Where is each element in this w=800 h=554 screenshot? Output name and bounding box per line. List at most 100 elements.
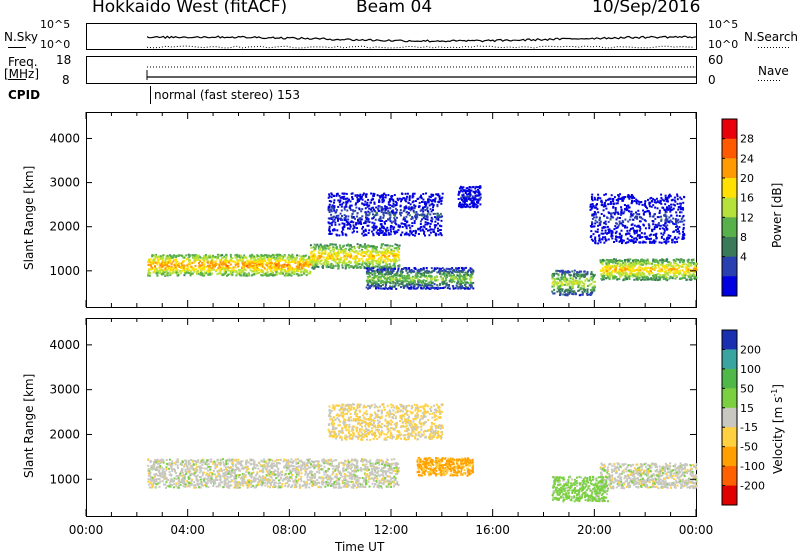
echo-cell [422,207,424,209]
echo-cell [302,256,305,259]
echo-cell [391,205,394,208]
echo-cell [638,220,641,223]
echo-cell [622,270,625,273]
echo-cell [572,290,575,293]
echo-cell [613,196,616,199]
echo-cell [214,265,216,268]
echo-cell [636,213,639,216]
echo-cell [364,228,367,231]
echo-cell [624,266,627,269]
echo-cell [395,223,398,226]
echo-cell [462,276,465,279]
echo-cell [177,264,180,267]
echo-cell [661,262,664,265]
echo-cell [566,282,569,285]
echo-cell [373,201,376,204]
echo-cell [403,233,406,236]
echo-cell [395,276,398,279]
echo-cell [634,240,637,243]
echo-cell [209,254,211,257]
echo-cell [654,265,657,268]
echo-cell [314,263,317,266]
echo-cell [154,265,156,268]
echo-cell [677,206,680,209]
echo-cell [403,286,406,289]
echo-cell [334,223,337,226]
echo-cell [569,289,571,292]
echo-cell [156,263,159,266]
echo-cell [327,258,330,260]
echo-cell [389,233,392,236]
echo-cell [466,287,469,290]
echo-cell [356,261,359,264]
echo-cell [417,233,420,235]
echo-cell [169,260,172,263]
echo-cell [625,206,628,209]
echo-cell [371,245,374,248]
echo-cell [602,232,605,235]
echo-cell [579,288,582,291]
echo-cell [605,223,608,226]
echo-cell [604,237,607,240]
echo-cell [221,268,223,271]
echo-cell [322,248,325,251]
echo-cell [278,272,281,275]
echo-cell [161,268,164,271]
echo-cell [279,258,282,261]
echo-cell [223,255,226,258]
echo-cell [328,222,331,225]
echo-cell [348,206,351,209]
echo-cell [365,259,368,262]
echo-cell [312,267,315,270]
echo-cell [242,271,245,274]
echo-cell [394,207,397,210]
echo-cell [601,262,604,265]
echo-cell [636,274,639,277]
echo-cell [465,273,468,276]
echo-cell [655,201,658,204]
echo-cell [635,216,638,219]
echo-cell [648,238,651,240]
echo-cell [279,272,282,275]
echo-cell [687,260,689,263]
echo-cell [347,199,350,202]
echo-cell [637,224,640,227]
echo-cell [660,260,663,263]
echo-cell [615,240,618,242]
echo-cell [645,262,648,265]
echo-cell [149,264,152,267]
echo-cell [413,222,416,225]
echo-cell [422,210,425,213]
echo-cell [654,226,657,229]
echo-cell [592,277,595,280]
echo-cell [654,278,657,281]
echo-cell [269,268,272,270]
echo-cell [162,262,165,265]
echo-cell [330,232,333,235]
echo-cell [392,280,395,283]
echo-cell [672,203,675,206]
echo-cell [643,261,646,264]
echo-cell [366,216,369,219]
echo-cell [372,263,375,266]
echo-cell [372,217,375,220]
echo-cell [663,276,666,279]
echo-cell [411,225,414,227]
echo-cell [277,253,280,256]
echo-cell [672,230,675,233]
echo-cell [619,217,621,219]
echo-cell [218,265,221,268]
echo-cell [285,272,287,275]
echo-cell [666,206,668,209]
echo-cell [392,274,395,277]
echo-cell [189,271,192,274]
echo-cell [319,256,322,259]
echo-cell [240,274,243,277]
echo-cell [595,216,598,219]
echo-cell [262,258,264,260]
echo-cell [368,275,371,278]
echo-cell [573,272,576,275]
echo-cell [443,280,446,283]
echo-cell [364,194,367,197]
echo-cell [404,267,407,269]
